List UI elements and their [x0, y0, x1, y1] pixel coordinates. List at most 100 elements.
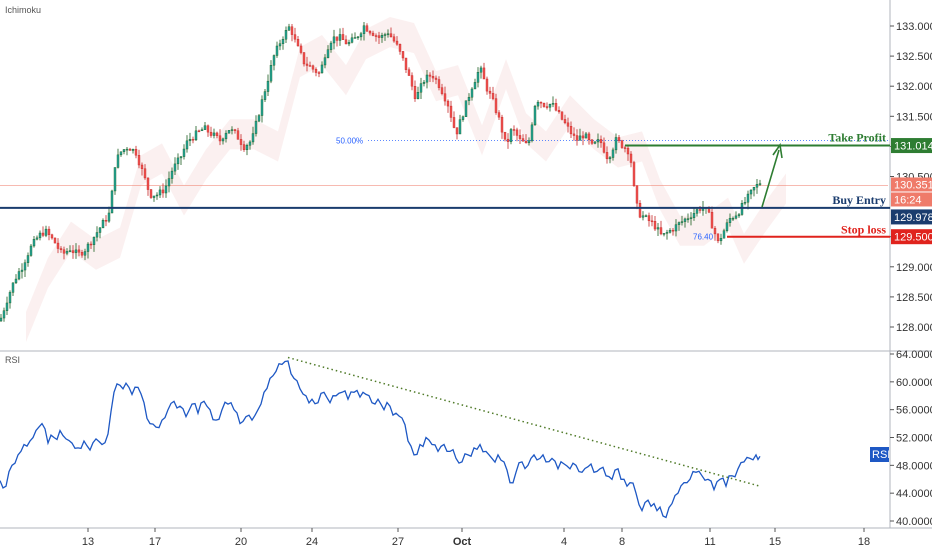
- candle-body: [455, 127, 459, 135]
- fib-50-label: 50.00%: [336, 136, 363, 145]
- candle-body: [737, 214, 741, 217]
- candle-body: [254, 120, 258, 134]
- candle-body: [593, 141, 597, 144]
- candle-body: [572, 133, 576, 136]
- candle-body: [266, 80, 270, 92]
- candle-body: [92, 236, 96, 245]
- candle-body: [32, 239, 36, 247]
- candle-body: [5, 302, 9, 311]
- stop-loss-price-tag-bg: [891, 229, 932, 245]
- candle-body: [296, 39, 300, 47]
- candle-body: [188, 139, 192, 142]
- candle-body: [560, 111, 564, 120]
- candle-body: [38, 232, 42, 239]
- candle-body: [149, 189, 153, 198]
- candle-body: [83, 251, 87, 256]
- candle-body: [713, 227, 717, 235]
- candle-body: [131, 149, 135, 151]
- candle-countdown-tag: 16:24: [894, 194, 922, 206]
- candle-body: [392, 36, 396, 42]
- candle-body: [437, 79, 441, 88]
- rsi-tick-label: 60.0000: [896, 377, 932, 389]
- candle-body: [65, 251, 69, 254]
- candle-body: [758, 183, 762, 185]
- candle-body: [605, 152, 609, 160]
- candle-body: [77, 249, 81, 253]
- candle-body: [557, 110, 561, 113]
- candle-body: [734, 215, 738, 219]
- candle-body: [536, 101, 540, 107]
- candle-body: [485, 78, 489, 92]
- candle-body: [683, 218, 687, 222]
- candle-body: [281, 39, 285, 44]
- rsi-trendline: [287, 356, 761, 487]
- candle-body: [644, 215, 648, 217]
- candle-body: [143, 168, 147, 179]
- candle-body: [11, 282, 15, 293]
- candle-body: [656, 227, 660, 230]
- candle-body: [236, 130, 240, 140]
- price-tick-label: 128.0000: [896, 322, 932, 334]
- candle-body: [71, 250, 75, 253]
- candle-body: [62, 249, 66, 254]
- candle-body: [470, 88, 474, 98]
- price-tick-label: 128.5000: [896, 292, 932, 304]
- candle-body: [635, 185, 639, 204]
- candle-body: [614, 137, 618, 151]
- candle-body: [482, 67, 486, 80]
- fib-76-label: 76.40: [693, 233, 714, 242]
- rsi-tick-label: 64.0000: [896, 349, 932, 361]
- candle-body: [383, 34, 387, 36]
- candle-body: [182, 148, 186, 157]
- candle-body: [722, 230, 726, 239]
- candle-body: [680, 221, 684, 223]
- candle-body: [530, 124, 534, 141]
- time-tick-label: 17: [149, 536, 161, 548]
- candle-body: [152, 195, 156, 198]
- candle-body: [638, 202, 642, 218]
- candle-body: [698, 209, 702, 211]
- rsi-tick-label: 44.0000: [896, 488, 932, 500]
- candle-body: [545, 106, 549, 108]
- candle-body: [458, 119, 462, 135]
- rsi-tick-label: 56.0000: [896, 405, 932, 417]
- candle-body: [407, 69, 411, 76]
- candle-body: [398, 44, 402, 52]
- candle-body: [377, 35, 381, 38]
- candle-body: [515, 129, 519, 136]
- candle-body: [728, 218, 732, 223]
- candle-body: [719, 238, 723, 242]
- rsi-pane[interactable]: [0, 352, 890, 527]
- stop-loss-label: Stop loss: [841, 223, 886, 237]
- time-tick-label: 27: [392, 536, 404, 548]
- projection-arrow-head: [772, 142, 783, 159]
- candle-body: [44, 228, 48, 236]
- candle-body: [551, 103, 555, 105]
- candle-body: [257, 115, 261, 122]
- candle-body: [350, 37, 354, 43]
- candle-body: [374, 35, 378, 37]
- candle-body: [695, 209, 699, 214]
- candle-body: [80, 252, 84, 256]
- candle-body: [161, 189, 165, 194]
- price-pane[interactable]: [0, 0, 890, 350]
- candle-body: [308, 65, 312, 67]
- candle-body: [185, 140, 189, 150]
- rsi-badge: RSI: [872, 449, 890, 461]
- candle-body: [140, 164, 144, 169]
- time-tick-label: 13: [82, 536, 94, 548]
- candle-body: [674, 224, 678, 232]
- candle-body: [749, 189, 753, 195]
- rsi-badge-bg: [870, 447, 889, 462]
- candle-body: [431, 76, 435, 79]
- candle-body: [275, 45, 279, 56]
- candle-body: [173, 163, 177, 172]
- candle-body: [389, 33, 393, 38]
- candle-countdown-tag-bg: [891, 192, 932, 207]
- candle-body: [671, 229, 675, 232]
- candle-body: [242, 144, 246, 151]
- buy-entry-label: Buy Entry: [832, 193, 886, 207]
- candle-body: [566, 122, 570, 127]
- rsi-series: RSI: [0, 356, 890, 519]
